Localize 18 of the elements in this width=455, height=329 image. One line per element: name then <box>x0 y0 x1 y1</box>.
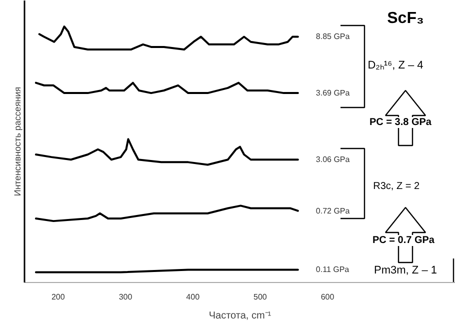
annotation: ScF₃ <box>387 10 424 27</box>
text: 8.85 GPa <box>316 32 350 42</box>
text: 3.06 GPa <box>316 155 350 164</box>
x-tick-label: 200 <box>52 292 66 302</box>
text: 3.69 GPa <box>316 88 350 98</box>
x-axis-title: Частота, cm⁻¹ <box>208 310 272 322</box>
annotation: D₂ₕ¹⁶, Z – 4 <box>368 60 424 72</box>
text: 0.11 GPa <box>316 265 350 274</box>
annotation: PC = 0.7 GPa <box>372 235 435 246</box>
annotation: R3c, Z = 2 <box>373 181 420 192</box>
annotation: Pm3m, Z – 1 <box>374 264 437 276</box>
x-tick-label: 400 <box>186 292 200 302</box>
annotation: PC = 3.8 GPa <box>370 117 432 128</box>
x-tick-label: 600 <box>320 292 335 302</box>
x-tick-label: 300 <box>118 292 133 302</box>
y-axis-title: Интенсивность рассеяния <box>12 86 22 196</box>
x-tick-label: 500 <box>254 292 268 302</box>
text: 0.72 GPa <box>316 206 350 216</box>
